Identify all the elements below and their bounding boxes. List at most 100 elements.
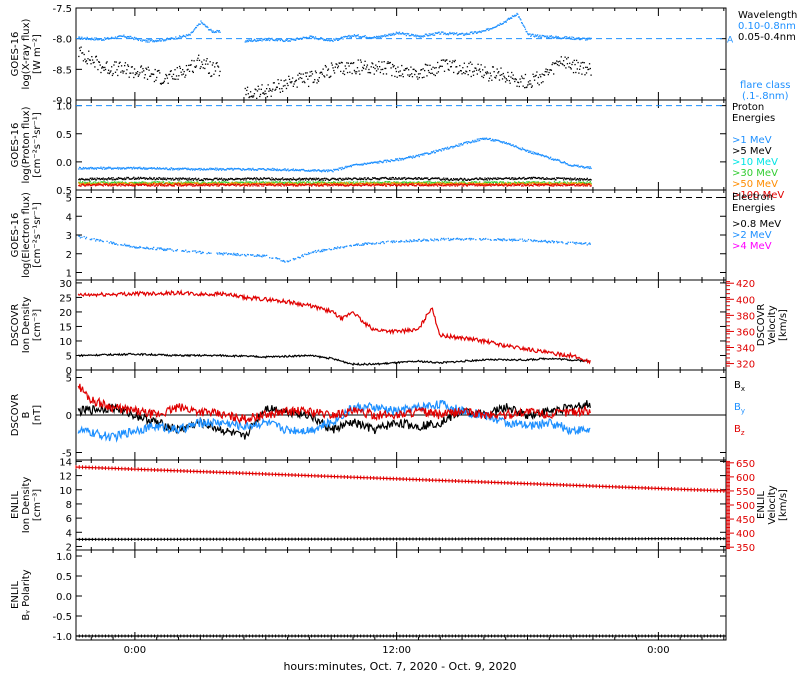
data-point	[233, 184, 235, 186]
data-point	[401, 184, 403, 186]
data-point	[536, 71, 538, 73]
data-point	[340, 184, 343, 187]
data-point	[159, 183, 161, 185]
y-tick-label: 0.5	[56, 130, 72, 141]
data-point	[505, 141, 507, 144]
data-point	[127, 176, 130, 179]
data-point	[267, 177, 269, 179]
data-point	[178, 181, 180, 183]
data-point	[83, 179, 85, 181]
data-point	[334, 178, 336, 180]
data-point	[144, 181, 146, 184]
data-point	[268, 168, 270, 171]
data-point	[117, 35, 120, 38]
data-point	[499, 22, 501, 25]
data-point	[294, 183, 296, 185]
data-point	[460, 183, 462, 185]
data-point	[492, 140, 495, 142]
data-point	[409, 183, 411, 186]
data-point	[397, 66, 399, 68]
data-point	[530, 152, 533, 154]
data-point	[185, 182, 187, 184]
data-point	[111, 242, 113, 244]
data-point	[317, 38, 320, 41]
data-point	[502, 22, 504, 25]
data-point	[177, 169, 179, 171]
data-point	[419, 184, 421, 186]
data-point	[415, 178, 417, 180]
data-point	[414, 35, 416, 37]
data-point	[143, 70, 145, 72]
data-point	[417, 35, 420, 37]
data-point	[342, 177, 344, 180]
data-point	[306, 178, 308, 180]
data-point	[391, 182, 393, 184]
data-point	[501, 182, 503, 184]
data-point	[527, 183, 530, 186]
data-point	[131, 246, 133, 248]
data-point	[525, 184, 527, 187]
y-axis-label-line: [cm⁻²s⁻¹sr⁻¹]	[32, 112, 43, 178]
data-point	[538, 84, 540, 86]
data-point	[115, 167, 117, 170]
data-point	[207, 179, 209, 181]
data-point	[146, 246, 148, 248]
data-point	[294, 39, 297, 41]
data-point	[163, 178, 165, 180]
data-point	[276, 168, 278, 170]
data-point	[474, 181, 476, 183]
data-point	[260, 88, 262, 91]
data-point	[271, 184, 273, 186]
data-point	[123, 177, 126, 179]
data-point	[195, 65, 198, 67]
data-point	[493, 184, 495, 187]
data-point	[572, 61, 574, 63]
data-point	[127, 65, 130, 68]
data-point	[356, 67, 359, 69]
data-point	[159, 168, 162, 170]
data-point	[536, 177, 539, 179]
data-point	[355, 177, 357, 180]
data-point	[94, 184, 96, 186]
data-point	[558, 181, 560, 184]
data-point	[492, 177, 495, 179]
data-point	[471, 178, 473, 180]
data-point	[334, 66, 336, 68]
data-point	[194, 168, 197, 170]
data-point	[253, 182, 256, 185]
data-point	[101, 184, 103, 186]
data-point	[272, 39, 275, 42]
data-point	[578, 182, 580, 184]
data-point	[531, 182, 533, 184]
data-point	[216, 29, 218, 32]
data-point	[517, 183, 519, 185]
data-point	[403, 69, 405, 71]
data-point	[585, 183, 587, 186]
data-point	[418, 36, 420, 38]
data-point	[109, 71, 111, 73]
data-point	[443, 148, 446, 150]
data-point	[128, 76, 130, 78]
y-tick-label: 0.5	[56, 186, 72, 197]
data-point	[282, 169, 284, 171]
data-point	[383, 159, 385, 162]
data-point	[220, 182, 223, 185]
data-point	[245, 93, 247, 96]
data-point	[156, 178, 159, 180]
data-point	[455, 144, 457, 146]
data-point	[234, 168, 236, 170]
data-point	[346, 178, 349, 181]
data-point	[78, 178, 81, 180]
data-point	[85, 38, 87, 40]
data-point	[588, 179, 591, 181]
data-point	[482, 184, 485, 186]
data-point	[155, 168, 157, 170]
data-point	[225, 184, 227, 187]
data-point	[250, 182, 253, 184]
data-point	[168, 168, 170, 171]
data-point	[514, 80, 516, 83]
data-point	[188, 64, 190, 67]
data-point	[484, 181, 486, 183]
data-point	[314, 184, 316, 186]
data-point	[446, 183, 448, 186]
